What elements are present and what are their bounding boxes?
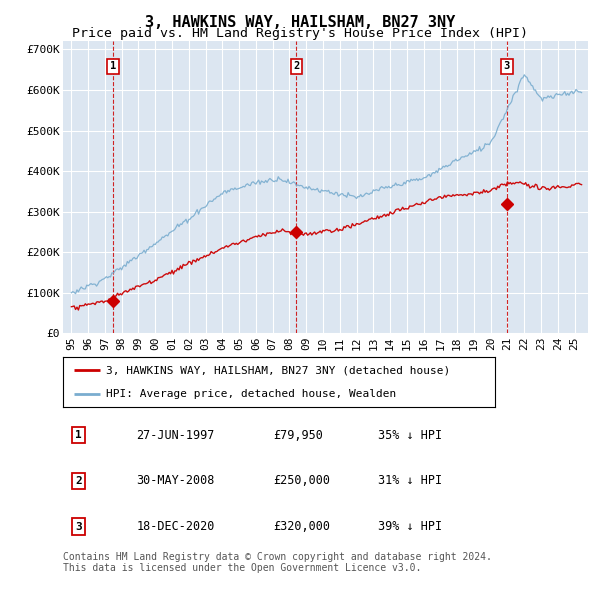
Text: Price paid vs. HM Land Registry's House Price Index (HPI): Price paid vs. HM Land Registry's House …	[72, 27, 528, 40]
Text: 30-MAY-2008: 30-MAY-2008	[137, 474, 215, 487]
Text: 3, HAWKINS WAY, HAILSHAM, BN27 3NY (detached house): 3, HAWKINS WAY, HAILSHAM, BN27 3NY (deta…	[106, 365, 451, 375]
Text: 2: 2	[76, 476, 82, 486]
Text: 3: 3	[76, 522, 82, 532]
Text: £79,950: £79,950	[273, 428, 323, 441]
Text: 3, HAWKINS WAY, HAILSHAM, BN27 3NY: 3, HAWKINS WAY, HAILSHAM, BN27 3NY	[145, 15, 455, 30]
Text: 2: 2	[293, 61, 299, 71]
Text: 31% ↓ HPI: 31% ↓ HPI	[378, 474, 442, 487]
Text: 39% ↓ HPI: 39% ↓ HPI	[378, 520, 442, 533]
Text: £320,000: £320,000	[273, 520, 330, 533]
Text: £250,000: £250,000	[273, 474, 330, 487]
Text: 1: 1	[110, 61, 116, 71]
Text: HPI: Average price, detached house, Wealden: HPI: Average price, detached house, Weal…	[106, 389, 397, 399]
Text: Contains HM Land Registry data © Crown copyright and database right 2024.
This d: Contains HM Land Registry data © Crown c…	[63, 552, 492, 573]
Text: 1: 1	[76, 430, 82, 440]
Text: 27-JUN-1997: 27-JUN-1997	[137, 428, 215, 441]
Text: 3: 3	[503, 61, 510, 71]
Text: 18-DEC-2020: 18-DEC-2020	[137, 520, 215, 533]
Text: 35% ↓ HPI: 35% ↓ HPI	[378, 428, 442, 441]
